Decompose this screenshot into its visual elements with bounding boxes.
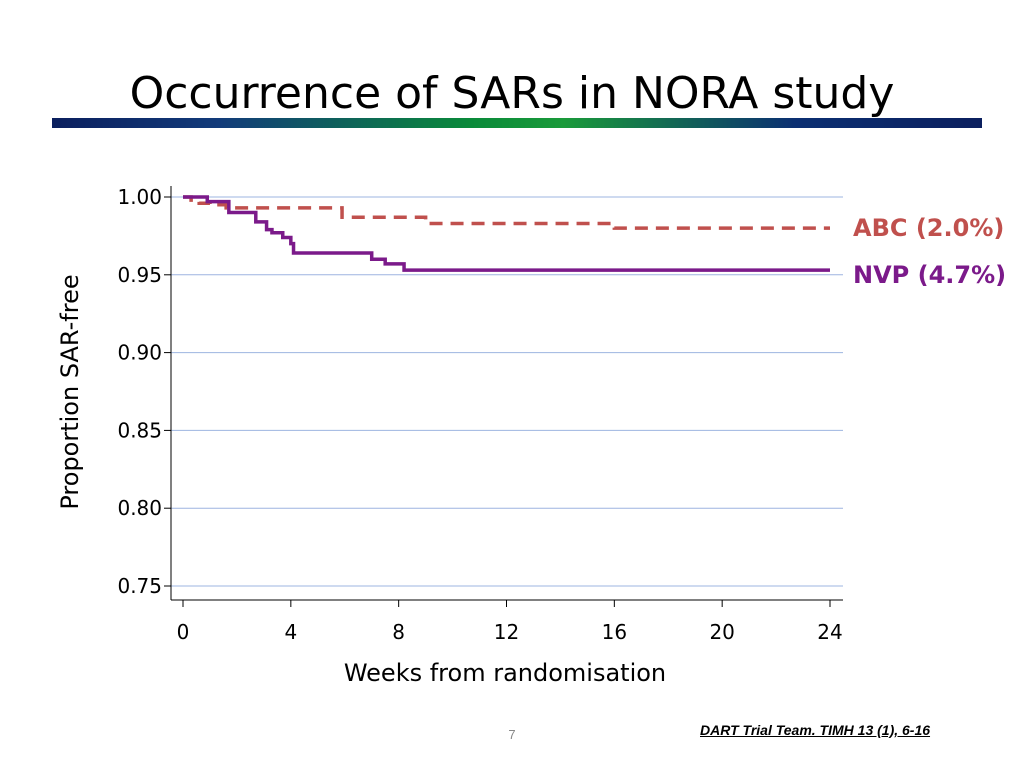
x-axis-title: Weeks from randomisation bbox=[344, 659, 666, 687]
axes bbox=[170, 186, 843, 601]
x-tick-label: 0 bbox=[177, 620, 190, 644]
y-axis-title: Proportion SAR-free bbox=[56, 274, 84, 509]
x-tick-label: 16 bbox=[602, 620, 627, 644]
page-number: 7 bbox=[508, 727, 516, 742]
y-tick-label: 0.75 bbox=[117, 574, 162, 598]
x-axis-ticks: 0 4 8 12 16 20 24 bbox=[177, 600, 843, 644]
series-line-0 bbox=[183, 195, 830, 230]
grid-lines bbox=[171, 196, 843, 587]
y-tick-label: 0.85 bbox=[117, 418, 162, 442]
x-tick-label: 4 bbox=[284, 620, 297, 644]
x-tick-label: 8 bbox=[392, 620, 405, 644]
y-axis-ticks: 0.75 0.80 0.85 0.90 0.95 1.00 bbox=[117, 185, 171, 598]
slide-title: Occurrence of SARs in NORA study bbox=[129, 68, 895, 119]
x-tick-label: 20 bbox=[709, 620, 734, 644]
title-underline bbox=[52, 118, 982, 128]
x-tick-label: 12 bbox=[494, 620, 519, 644]
series-lines bbox=[183, 195, 830, 272]
y-tick-label: 1.00 bbox=[117, 185, 162, 209]
series-labels: ABC (2.0%) NVP (4.7%) bbox=[853, 214, 1006, 289]
series-line-1 bbox=[183, 195, 830, 272]
x-tick-label: 24 bbox=[817, 620, 842, 644]
y-tick-label: 0.90 bbox=[117, 341, 162, 365]
series-label-1: NVP (4.7%) bbox=[853, 261, 1006, 289]
y-tick-label: 0.95 bbox=[117, 263, 162, 287]
series-label-0: ABC (2.0%) bbox=[853, 214, 1004, 242]
citation: DART Trial Team. TIMH 13 (1), 6-16 bbox=[700, 722, 931, 738]
y-tick-label: 0.80 bbox=[117, 496, 162, 520]
